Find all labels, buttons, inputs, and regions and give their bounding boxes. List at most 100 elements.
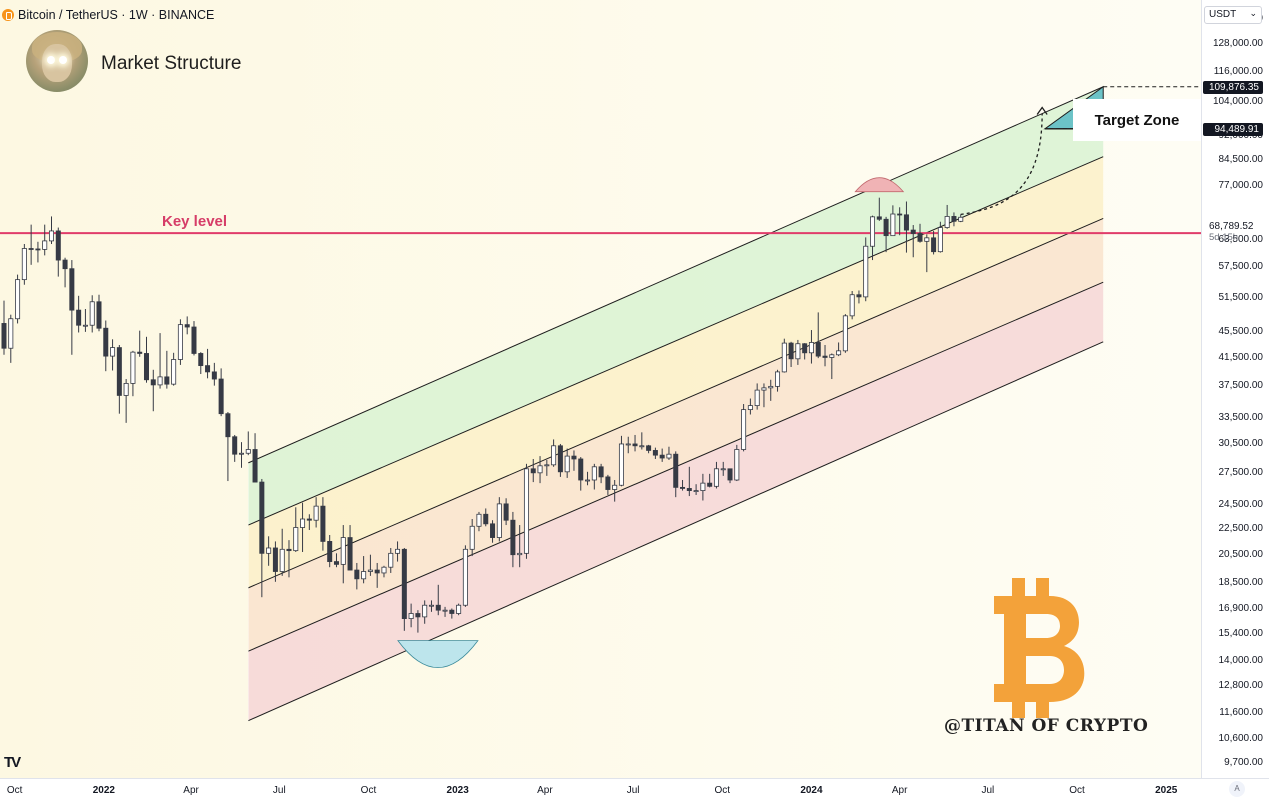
candle bbox=[788, 341, 794, 367]
candle-body bbox=[374, 569, 380, 574]
candle-body bbox=[123, 383, 129, 396]
candle bbox=[456, 603, 462, 616]
candle-body bbox=[184, 324, 190, 328]
candle-body bbox=[686, 488, 692, 492]
candle-body bbox=[150, 379, 156, 386]
channel-bands bbox=[248, 86, 1104, 721]
candle-body bbox=[781, 342, 787, 373]
candle-body bbox=[164, 376, 170, 385]
price-axis-label: 9,700.00 bbox=[1224, 757, 1263, 769]
bitcoin-logo-icon bbox=[994, 578, 1085, 718]
candle-body bbox=[571, 455, 577, 460]
candle bbox=[110, 339, 116, 371]
price-axis-label: 128,000.00 bbox=[1212, 38, 1263, 50]
candle bbox=[666, 446, 672, 460]
candle bbox=[171, 352, 177, 386]
candle bbox=[259, 478, 265, 598]
channel-line-3 bbox=[248, 217, 1104, 589]
candle bbox=[659, 448, 665, 462]
candle-body bbox=[863, 245, 869, 298]
candle bbox=[883, 216, 889, 253]
candle bbox=[775, 369, 781, 392]
candle bbox=[191, 321, 197, 356]
time-axis-label: Oct bbox=[6, 785, 23, 796]
candle-body bbox=[483, 513, 489, 525]
candle bbox=[96, 294, 102, 332]
price-axis-label: 10,600.00 bbox=[1218, 732, 1264, 744]
candle-body bbox=[395, 548, 401, 554]
top-arc-marker bbox=[854, 177, 905, 193]
time-axis-label: Jul bbox=[626, 785, 640, 796]
time-axis-label: 2025 bbox=[1155, 785, 1178, 796]
candle-body bbox=[849, 294, 855, 317]
price-axis-label: 15,400.00 bbox=[1218, 628, 1264, 640]
author-watermark: @TITAN OF CRYPTO bbox=[944, 716, 1149, 736]
bitcoin-icon bbox=[2, 9, 14, 21]
candle bbox=[476, 511, 482, 532]
candle bbox=[225, 412, 231, 482]
candle bbox=[618, 435, 624, 487]
candle-body bbox=[211, 371, 217, 380]
symbol-header[interactable]: Bitcoin / TetherUS · 1W · BINANCE bbox=[2, 6, 214, 24]
price-axis-label: 27,500.00 bbox=[1218, 466, 1264, 478]
candle-body bbox=[876, 216, 882, 220]
candle-body bbox=[8, 318, 14, 349]
candle-body bbox=[598, 466, 604, 478]
candle-body bbox=[910, 229, 916, 234]
candle bbox=[924, 234, 930, 273]
time-axis-label: 2024 bbox=[800, 785, 823, 796]
candle bbox=[449, 608, 455, 619]
candle-body bbox=[625, 443, 631, 446]
candle-body bbox=[15, 279, 21, 320]
candle bbox=[177, 319, 183, 365]
candle-body bbox=[937, 227, 943, 253]
candle-body bbox=[775, 371, 781, 387]
candle-body bbox=[836, 350, 842, 356]
candle bbox=[910, 225, 916, 258]
candle-body bbox=[361, 571, 367, 580]
candle bbox=[238, 442, 244, 468]
channel-line-1 bbox=[248, 86, 1104, 464]
candle-body bbox=[82, 324, 88, 327]
candle bbox=[28, 224, 34, 265]
candle bbox=[510, 511, 516, 568]
candle bbox=[435, 584, 441, 616]
candle-body bbox=[517, 552, 523, 556]
candle-body bbox=[293, 527, 299, 552]
price-axis[interactable]: 140,000.00128,000.00116,000.00104,000.00… bbox=[1201, 0, 1269, 778]
candle-body bbox=[523, 468, 529, 554]
tradingview-logo[interactable]: TV bbox=[4, 754, 21, 771]
candle-body bbox=[252, 449, 258, 483]
candle-body bbox=[245, 449, 251, 454]
price-axis-label: 41,500.00 bbox=[1218, 352, 1264, 364]
candle-body bbox=[639, 445, 645, 448]
candle-body bbox=[768, 385, 774, 389]
candle bbox=[130, 350, 136, 397]
candle-body bbox=[503, 503, 509, 521]
candle-body bbox=[680, 486, 686, 489]
channel-band-1 bbox=[248, 86, 1104, 526]
candle bbox=[646, 444, 652, 454]
time-axis[interactable]: Oct 2022 Apr Jul Oct 2023 Apr Jul Oct 2024 Apr Jul O… bbox=[0, 778, 1269, 803]
candle bbox=[802, 343, 808, 360]
price-axis-label: 57,500.00 bbox=[1218, 261, 1264, 273]
candle bbox=[530, 458, 536, 483]
candle bbox=[700, 473, 706, 501]
candle-body bbox=[347, 537, 353, 571]
auto-scale-button[interactable]: A bbox=[1229, 781, 1245, 797]
chevron-down-icon: ⌄ bbox=[1249, 8, 1257, 18]
candle-body bbox=[958, 216, 964, 222]
candle-body bbox=[388, 552, 394, 568]
candle-body bbox=[890, 213, 896, 237]
candle bbox=[252, 433, 258, 483]
channel-band-4 bbox=[248, 282, 1104, 721]
currency-select[interactable]: USDT ⌄ bbox=[1204, 6, 1262, 24]
candle-body bbox=[89, 301, 95, 326]
projection-arrow-head bbox=[1036, 106, 1048, 115]
price-axis-label: 30,500.00 bbox=[1218, 437, 1264, 449]
candle bbox=[503, 498, 509, 526]
price-axis-label: 16,900.00 bbox=[1218, 602, 1264, 614]
candle-body bbox=[822, 355, 828, 358]
